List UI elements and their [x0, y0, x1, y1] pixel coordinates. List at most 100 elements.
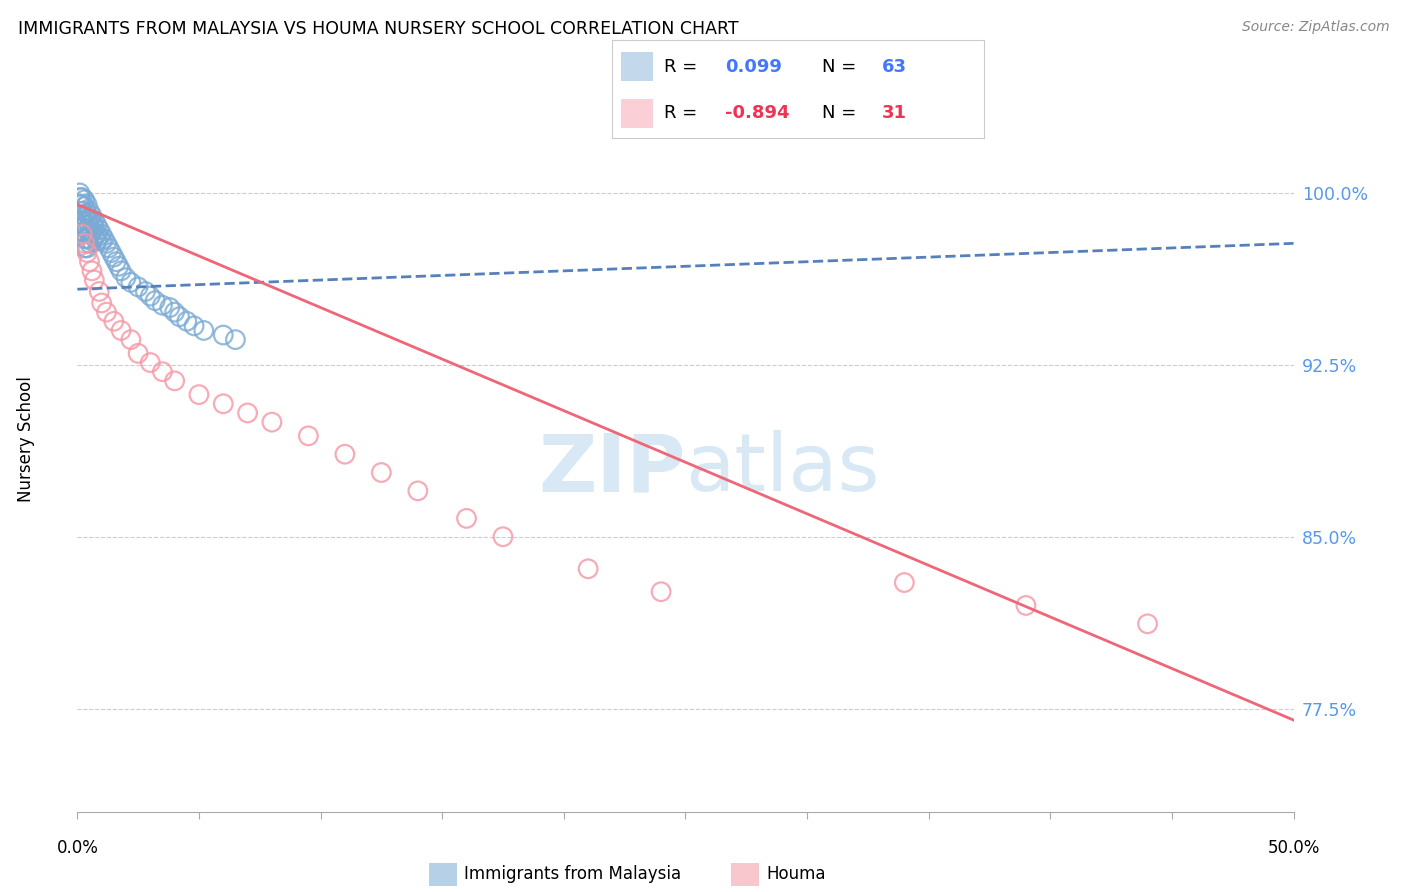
Point: [73, 241, 96, 255]
Point: [86, 234, 108, 248]
Point: [76, 241, 98, 255]
Point: [127, 346, 149, 360]
Point: [650, 584, 672, 599]
Point: [80, 264, 103, 278]
Point: [193, 323, 215, 337]
Point: [73, 236, 96, 251]
Point: [70, 227, 93, 242]
Point: [134, 285, 156, 299]
Point: [90, 234, 112, 248]
Point: [370, 466, 392, 480]
Point: [100, 245, 122, 260]
Point: [176, 314, 198, 328]
Point: [79, 227, 101, 242]
Point: [93, 232, 115, 246]
Point: [83, 213, 105, 227]
Text: IMMIGRANTS FROM MALAYSIA VS HOUMA NURSERY SCHOOL CORRELATION CHART: IMMIGRANTS FROM MALAYSIA VS HOUMA NURSER…: [18, 20, 740, 37]
Point: [893, 575, 915, 590]
Point: [70, 204, 93, 219]
Point: [1136, 616, 1159, 631]
Point: [89, 229, 111, 244]
Point: [73, 209, 96, 223]
Text: N =: N =: [823, 58, 862, 76]
Point: [260, 415, 283, 429]
Point: [492, 530, 515, 544]
Point: [120, 276, 142, 290]
Point: [406, 483, 429, 498]
Point: [183, 318, 205, 333]
Point: [152, 298, 174, 312]
Point: [76, 197, 98, 211]
Point: [76, 232, 98, 246]
Point: [69, 197, 91, 211]
Point: [70, 197, 93, 211]
Point: [212, 397, 235, 411]
Point: [115, 270, 138, 285]
Point: [105, 254, 128, 268]
Point: [70, 220, 93, 235]
Text: R =: R =: [664, 103, 703, 121]
Point: [107, 260, 129, 274]
Point: [89, 222, 111, 236]
Point: [120, 333, 142, 347]
Point: [76, 245, 98, 260]
Point: [83, 229, 105, 244]
Point: [73, 218, 96, 232]
Point: [83, 220, 105, 235]
Point: [70, 213, 93, 227]
Point: [1015, 599, 1038, 613]
Text: Source: ZipAtlas.com: Source: ZipAtlas.com: [1241, 20, 1389, 34]
Point: [76, 222, 98, 236]
Point: [86, 227, 108, 242]
Point: [110, 264, 132, 278]
Point: [576, 562, 599, 576]
Text: 31: 31: [882, 103, 907, 121]
Text: 63: 63: [882, 58, 907, 76]
Point: [236, 406, 259, 420]
Point: [73, 232, 96, 246]
Point: [152, 365, 174, 379]
FancyBboxPatch shape: [621, 52, 652, 81]
Point: [86, 218, 108, 232]
Point: [76, 206, 98, 220]
Text: -0.894: -0.894: [725, 103, 790, 121]
Text: R =: R =: [664, 58, 703, 76]
Point: [89, 285, 111, 299]
Point: [90, 296, 112, 310]
Point: [139, 289, 162, 303]
Point: [73, 193, 96, 207]
Point: [159, 301, 181, 315]
Point: [127, 280, 149, 294]
Point: [143, 293, 166, 308]
Point: [163, 305, 186, 319]
Point: [70, 190, 93, 204]
Text: atlas: atlas: [686, 430, 880, 508]
Point: [169, 310, 191, 324]
Point: [79, 211, 101, 226]
Point: [76, 213, 98, 227]
Text: Nursery School: Nursery School: [17, 376, 35, 502]
Point: [90, 227, 112, 242]
Point: [80, 209, 103, 223]
Point: [188, 387, 211, 401]
Point: [80, 216, 103, 230]
Point: [456, 511, 478, 525]
Text: 0.0%: 0.0%: [56, 839, 98, 857]
Text: 0.099: 0.099: [725, 58, 782, 76]
Point: [80, 234, 103, 248]
Text: 50.0%: 50.0%: [1267, 839, 1320, 857]
Text: N =: N =: [823, 103, 862, 121]
Point: [297, 429, 319, 443]
Point: [97, 241, 120, 255]
Point: [73, 225, 96, 239]
Point: [83, 273, 105, 287]
Point: [333, 447, 356, 461]
Point: [139, 355, 162, 369]
Point: [103, 250, 125, 264]
Point: [79, 236, 101, 251]
Text: Houma: Houma: [766, 865, 825, 883]
Point: [163, 374, 186, 388]
Point: [224, 333, 246, 347]
Point: [110, 323, 132, 337]
Point: [103, 314, 125, 328]
